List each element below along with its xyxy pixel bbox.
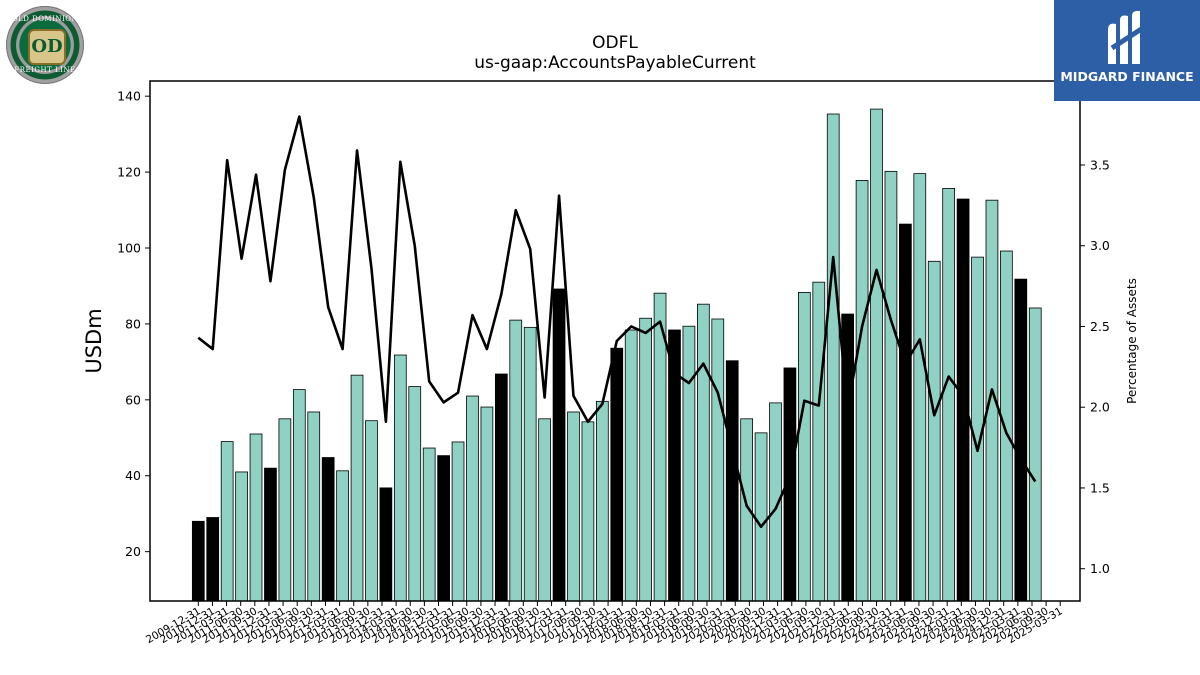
bar <box>812 281 826 602</box>
bar <box>264 467 277 602</box>
bar <box>235 471 248 602</box>
bar <box>581 421 595 602</box>
y-tick-label: 100 <box>117 241 141 256</box>
bar <box>249 433 263 602</box>
bar <box>624 329 638 602</box>
bar <box>393 354 407 602</box>
midgard-brand-name: MIDGARD FINANCE <box>1060 69 1194 84</box>
bar <box>927 260 941 602</box>
y2-tick-label: 1.5 <box>1090 480 1110 495</box>
bar <box>754 432 768 602</box>
y-tick-label: 140 <box>117 89 141 104</box>
y-tick-label: 80 <box>125 316 141 331</box>
y-tick-label: 20 <box>125 544 141 559</box>
bar <box>509 319 523 602</box>
bar <box>307 411 321 602</box>
bar <box>336 470 349 602</box>
bar <box>278 418 292 602</box>
y2-tick-label: 3.0 <box>1090 238 1110 253</box>
y-tick-label: 60 <box>125 392 141 407</box>
bar <box>884 170 898 602</box>
logo-monogram: OD <box>28 29 66 65</box>
bar <box>826 113 840 602</box>
bar <box>350 374 364 602</box>
bar <box>422 447 436 602</box>
bar <box>595 400 609 602</box>
bar <box>437 455 450 602</box>
bar <box>913 173 927 602</box>
bar <box>292 389 306 602</box>
y2-tick-label: 2.0 <box>1090 400 1110 415</box>
bar <box>191 520 205 602</box>
x-axis-ticks: 2009-12-312010-12-312011-03-312011-06-30… <box>144 601 1065 646</box>
y2-tick-label: 1.0 <box>1090 561 1110 576</box>
chart-title: ODFL <box>592 33 638 53</box>
logo-ring-text-bottom: FREIGHT LINE <box>14 66 76 74</box>
bar <box>1000 250 1013 602</box>
line-series <box>197 115 1037 529</box>
bar <box>725 360 739 602</box>
bar <box>899 223 912 602</box>
percentage-line <box>197 115 1037 529</box>
bar <box>365 420 378 602</box>
bar <box>494 373 508 602</box>
old-dominion-logo: OLD DOMINION OD FREIGHT LINE <box>6 6 84 84</box>
bar <box>552 288 566 602</box>
midgard-finance-logo: MIDGARD FINANCE <box>1054 0 1200 101</box>
midgard-mark-icon <box>1108 10 1148 65</box>
bar <box>711 318 725 602</box>
bar <box>466 395 479 602</box>
bar <box>206 517 220 602</box>
left-axis-ticks: 20 40 60 80 100 120 140 <box>117 89 150 559</box>
bar <box>682 325 696 602</box>
bar <box>408 386 422 602</box>
bar <box>567 411 580 602</box>
bar-series <box>191 108 1042 602</box>
bar <box>870 108 883 602</box>
bar <box>538 418 551 602</box>
right-axis-label: Percentage of Assets <box>1125 278 1139 404</box>
bar <box>697 303 710 602</box>
bar <box>610 347 624 602</box>
y2-tick-label: 2.5 <box>1090 319 1110 334</box>
plot-frame <box>149 80 1081 602</box>
bar <box>379 487 393 602</box>
y-tick-label: 120 <box>117 165 141 180</box>
bar <box>942 188 956 602</box>
chart-subtitle: us-gaap:AccountsPayableCurrent <box>474 53 756 73</box>
bar <box>1028 307 1042 602</box>
bar <box>523 326 537 602</box>
bar <box>480 406 494 602</box>
bar <box>1014 278 1028 602</box>
logo-ring-text-top: OLD DOMINION <box>11 15 79 23</box>
bar <box>451 441 465 602</box>
bar <box>321 457 335 602</box>
bar <box>798 292 811 602</box>
bar <box>220 441 234 602</box>
right-axis-ticks: 1.0 1.5 2.0 2.5 3.0 3.5 <box>1080 157 1110 576</box>
bar <box>639 317 652 602</box>
y-tick-label: 40 <box>125 468 141 483</box>
bar <box>855 180 869 602</box>
left-axis-label: USDm <box>82 308 106 373</box>
y2-tick-label: 3.5 <box>1090 157 1110 172</box>
